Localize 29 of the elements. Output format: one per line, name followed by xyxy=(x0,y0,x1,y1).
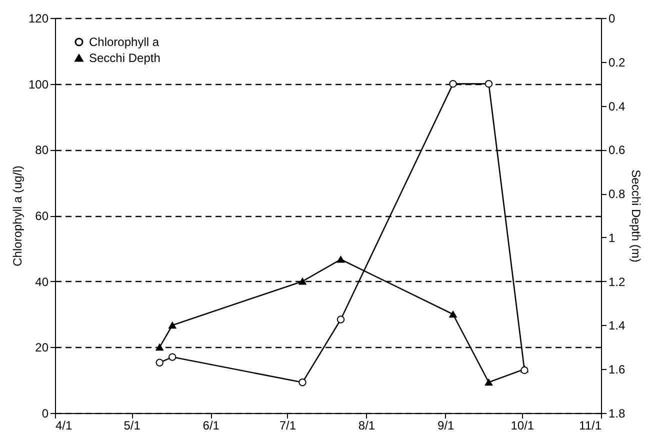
y2-tick-label: 1.2 xyxy=(608,274,626,289)
y2-tick-label: 1.8 xyxy=(608,406,626,420)
y2-tick-label: 1 xyxy=(608,230,616,245)
x-tick-label: 6/1 xyxy=(202,418,220,432)
x-tick-label: 5/1 xyxy=(124,418,141,432)
y-tick-label: 120 xyxy=(28,12,49,26)
y2-tick-label: 0 xyxy=(608,12,616,26)
y-tick-label: 60 xyxy=(35,209,49,223)
y-tick-label: 40 xyxy=(35,274,49,289)
y2-tick-label: 1.6 xyxy=(608,362,626,377)
y2-tick-label: 0.8 xyxy=(608,187,626,202)
x-tick-label: 9/1 xyxy=(438,418,455,432)
x-tick-label: 4/1 xyxy=(56,418,73,432)
y-tick-label: 100 xyxy=(28,77,49,92)
y-tick-label: 20 xyxy=(35,340,49,355)
y2-tick-label: 0.2 xyxy=(608,55,626,70)
legend-label: Secchi Depth xyxy=(89,51,160,65)
y2-tick-label: 1.4 xyxy=(608,318,626,333)
y-tick-label: 0 xyxy=(42,406,49,420)
x-tick-label: 8/1 xyxy=(358,418,376,432)
y2-tick-label: 0.4 xyxy=(608,99,626,114)
x-tick-label: 7/1 xyxy=(279,418,296,432)
y2-axis-title: Secchi Depth (m) xyxy=(629,170,644,262)
x-tick-label: 11/1 xyxy=(579,418,602,432)
y2-tick-label: 0.6 xyxy=(608,143,626,158)
x-tick-label: 10/1 xyxy=(510,418,534,432)
y-tick-label: 80 xyxy=(35,143,49,158)
y-axis-title: Chlorophyll a (ug/l) xyxy=(10,166,24,266)
legend-label: Chlorophyll a xyxy=(89,35,160,49)
